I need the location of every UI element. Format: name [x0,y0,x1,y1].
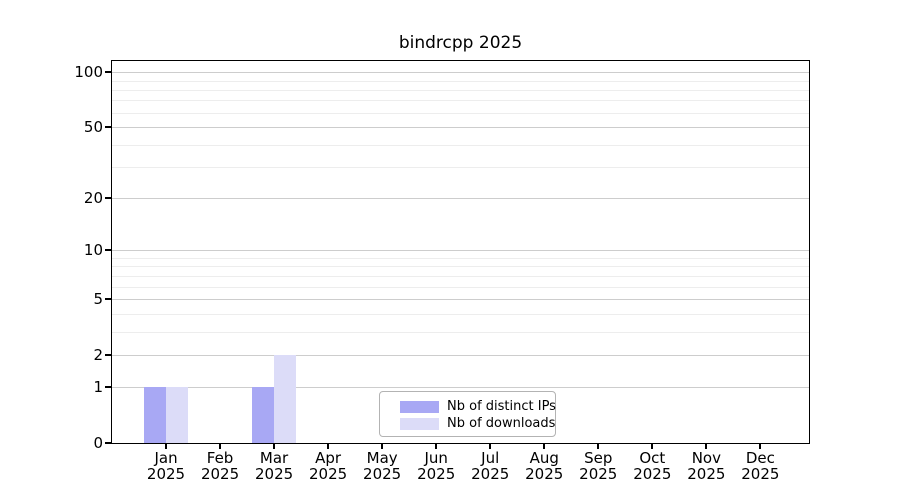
minor-gridline [112,286,809,288]
legend-swatch-downloads [400,417,439,430]
y-tick-mark [105,71,111,74]
minor-gridline [112,275,809,277]
x-tick-label: Aug 2025 [525,449,564,483]
y-tick-label: 0 [93,434,103,452]
minor-gridline [112,89,809,91]
y-tick-mark [105,298,111,300]
x-tick-label: Apr 2025 [309,449,348,483]
x-tick-mark [165,444,168,449]
x-tick-mark [543,444,546,449]
x-tick-mark [759,444,762,449]
y-tick-mark [105,249,111,252]
y-tick-label: 50 [83,118,103,137]
x-tick-label: Jan 2025 [146,449,186,483]
y-tick-label: 10 [83,241,103,260]
y-tick-mark [105,442,111,444]
major-gridline [112,198,809,200]
minor-gridline [112,112,809,114]
x-tick-mark [327,444,330,449]
x-tick-label: May 2025 [363,449,402,483]
major-gridline [112,127,809,129]
minor-gridline [112,257,809,259]
x-tick-label: Feb 2025 [200,449,240,483]
x-tick-label: Mar 2025 [254,449,294,483]
minor-gridline [112,144,809,146]
x-tick-label: Nov 2025 [687,449,726,483]
legend-label-distinct-ips: Nb of distinct IPs [447,399,556,414]
legend-swatch-distinct-ips [400,400,439,413]
bar-downloads [274,354,297,443]
minor-gridline [112,331,809,333]
y-tick-mark [105,197,111,200]
x-tick-mark [219,444,222,449]
x-tick-mark [705,444,708,449]
y-tick-label: 20 [83,189,103,208]
y-tick-mark [105,353,111,356]
y-tick-label: 1 [93,378,103,397]
x-tick-mark [489,444,492,449]
minor-gridline [112,80,809,82]
y-tick-mark [105,386,111,389]
x-tick-label: Sep 2025 [579,449,618,483]
x-tick-mark [273,444,276,449]
major-gridline [112,299,809,300]
x-tick-mark [651,444,654,449]
major-gridline [112,72,809,74]
major-gridline [112,250,809,252]
x-tick-label: Dec 2025 [741,449,780,483]
bar-downloads [166,387,189,443]
y-tick-label: 100 [74,63,103,82]
x-tick-mark [381,444,384,449]
minor-gridline [112,266,809,268]
x-tick-label: Jul 2025 [471,449,510,483]
minor-gridline [112,313,809,315]
bar-distinct-ips [144,387,167,443]
bar-distinct-ips [252,387,275,443]
y-tick-label: 2 [93,345,103,364]
chart-title: bindrcpp 2025 [398,33,523,53]
plot-area [111,60,810,444]
legend: Nb of distinct IPs Nb of downloads [379,391,556,437]
major-gridline [112,387,809,389]
legend-item-downloads: Nb of downloads [400,416,555,431]
x-tick-mark [597,444,600,449]
minor-gridline [112,167,809,169]
legend-item-distinct-ips: Nb of distinct IPs [400,399,556,414]
y-tick-mark [105,126,111,129]
x-tick-label: Jun 2025 [417,449,456,483]
legend-label-downloads: Nb of downloads [447,416,556,431]
x-tick-mark [435,444,438,449]
x-tick-label: Oct 2025 [633,449,672,483]
minor-gridline [112,100,809,102]
y-tick-label: 5 [93,290,103,308]
major-gridline [112,354,809,356]
